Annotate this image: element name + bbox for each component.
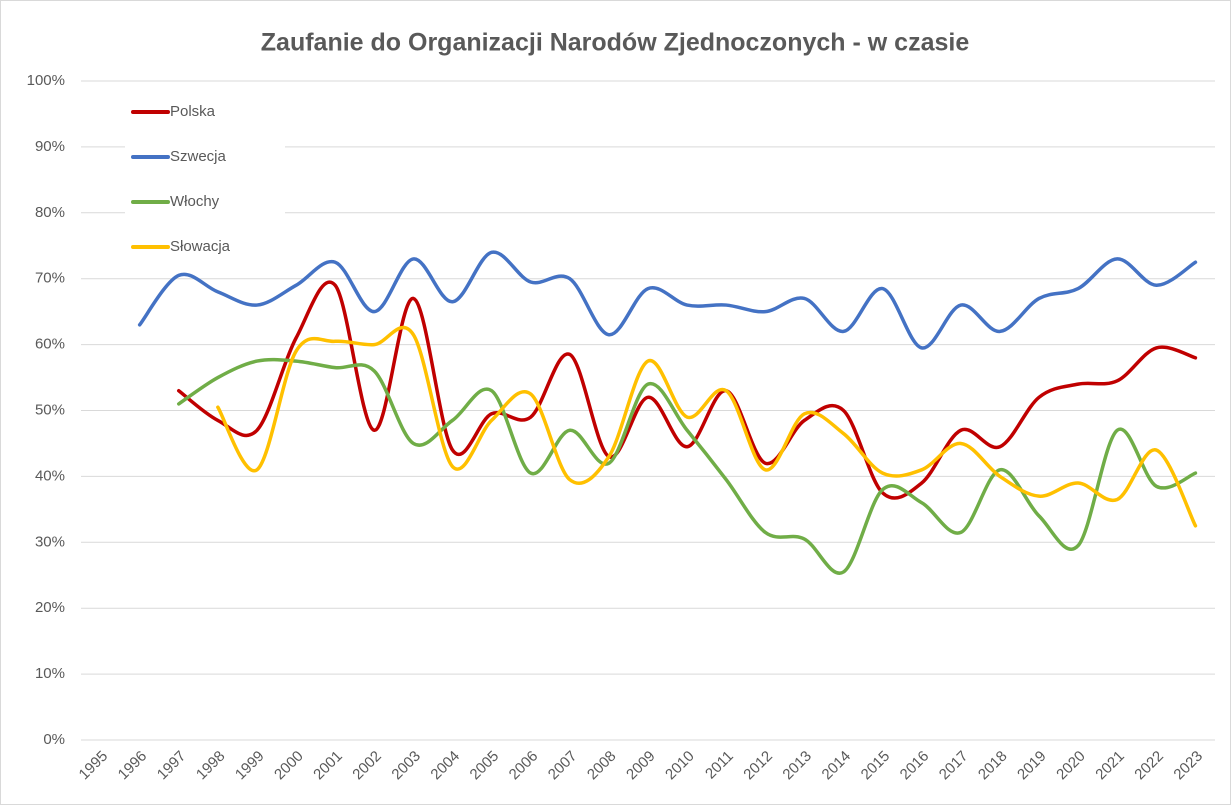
series-line (177, 357, 1198, 575)
chart-title: Zaufanie do Organizacji Narodów Zjednocz… (261, 29, 970, 57)
y-tick-label: 0% (43, 731, 65, 748)
legend-label: Szwecja (170, 148, 227, 165)
y-tick-label: 30% (35, 533, 65, 550)
legend-label: Słowacja (170, 238, 231, 255)
y-tick-label: 50% (35, 401, 65, 418)
series-line (177, 280, 1198, 500)
y-tick-label: 40% (35, 467, 65, 484)
y-tick-label: 80% (35, 204, 65, 221)
legend-background (125, 95, 285, 263)
y-tick-label: 90% (35, 138, 65, 155)
legend-label: Włochy (170, 193, 220, 210)
y-tick-label: 10% (35, 665, 65, 682)
series-line (137, 250, 1198, 350)
legend-label: Polska (170, 103, 216, 120)
y-tick-label: 70% (35, 270, 65, 287)
series-line (216, 325, 1198, 528)
y-tick-label: 20% (35, 599, 65, 616)
y-tick-label: 100% (27, 72, 65, 89)
y-tick-label: 60% (35, 336, 65, 353)
